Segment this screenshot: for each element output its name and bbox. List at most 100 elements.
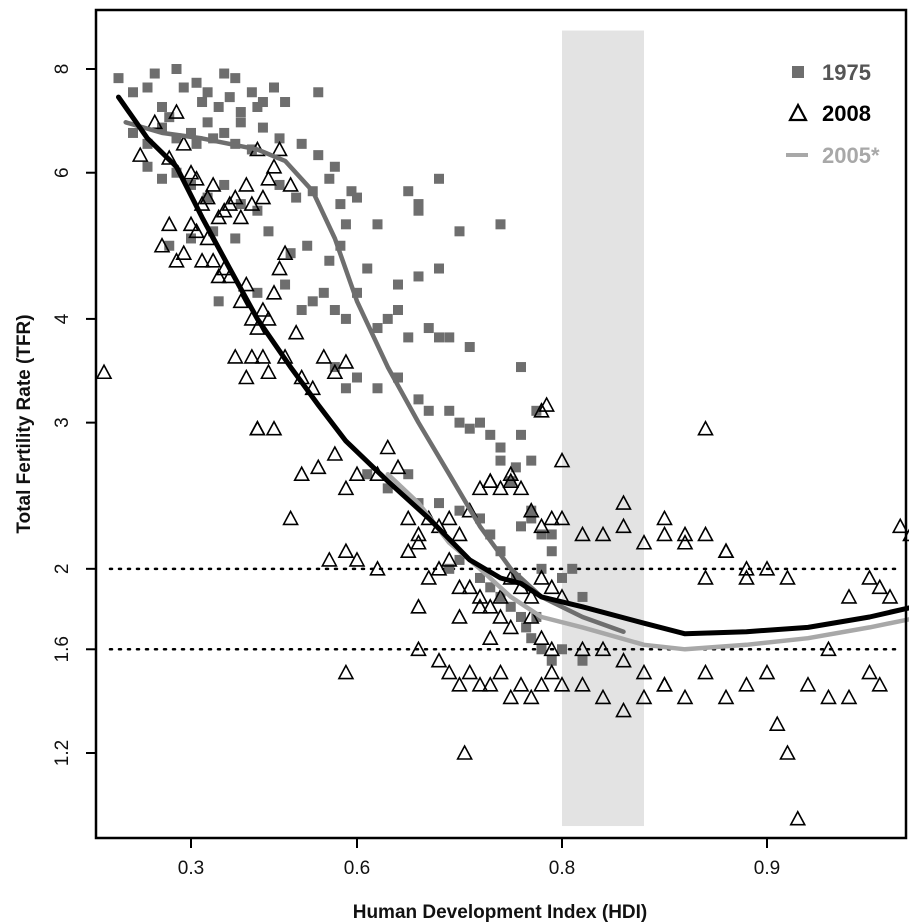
point-1975 xyxy=(252,101,263,112)
point-1975 xyxy=(526,505,537,516)
point-2008 xyxy=(512,479,530,496)
x-tick-label: 0.8 xyxy=(549,858,575,879)
point-1975 xyxy=(454,505,465,516)
point-1975 xyxy=(178,82,189,93)
point-1975 xyxy=(413,199,424,210)
point-2008 xyxy=(420,569,438,585)
point-2008 xyxy=(635,688,653,705)
point-2008 xyxy=(153,237,171,253)
point-2008 xyxy=(254,301,272,317)
y-tick-label: 4 xyxy=(52,313,73,324)
point-2008 xyxy=(410,525,427,542)
point-1975 xyxy=(230,233,241,244)
point-2008 xyxy=(320,551,338,567)
point-2008 xyxy=(410,598,427,614)
point-1975 xyxy=(454,226,465,237)
point-1975 xyxy=(230,73,241,84)
point-2008 xyxy=(309,458,327,475)
point-2008 xyxy=(379,438,397,455)
point-1975 xyxy=(567,563,578,574)
point-2008 xyxy=(337,353,355,369)
point-1975 xyxy=(202,117,213,128)
point-1975 xyxy=(423,405,434,416)
point-2008 xyxy=(522,501,540,518)
point-2008 xyxy=(533,629,550,645)
point-2008 xyxy=(779,569,796,585)
point-1975 xyxy=(235,117,246,128)
point-1975 xyxy=(252,287,263,298)
point-1975 xyxy=(382,483,393,494)
point-1975 xyxy=(142,138,153,149)
point-1975 xyxy=(510,572,521,583)
point-2008 xyxy=(410,534,427,550)
point-2008 xyxy=(430,560,448,576)
point-1975 xyxy=(197,97,208,108)
point-2008 xyxy=(758,560,776,576)
point-1975 xyxy=(157,173,167,184)
y-tick-label: 6 xyxy=(52,167,73,178)
point-2008 xyxy=(543,663,561,680)
plot-frame xyxy=(94,8,908,840)
point-2008 xyxy=(471,598,489,614)
point-2008 xyxy=(168,252,185,268)
point-1975 xyxy=(302,240,313,251)
point-1975 xyxy=(352,287,362,298)
point-2008 xyxy=(656,676,673,692)
point-1975 xyxy=(372,219,383,230)
y-tick-label: 1.6 xyxy=(52,636,73,662)
point-1975 xyxy=(274,179,285,190)
point-1975 xyxy=(340,219,351,230)
point-1975 xyxy=(557,644,567,655)
point-1975 xyxy=(340,383,351,394)
point-1975 xyxy=(546,655,557,666)
point-1975 xyxy=(128,127,138,138)
point-1975 xyxy=(495,455,506,466)
point-2008 xyxy=(779,744,796,760)
point-1975 xyxy=(296,305,307,316)
point-1975 xyxy=(346,186,357,197)
point-1975 xyxy=(219,179,230,190)
point-2008 xyxy=(265,158,283,174)
point-2008 xyxy=(615,701,632,718)
point-1975 xyxy=(329,305,340,316)
point-1975 xyxy=(280,97,291,108)
point-1975 xyxy=(434,173,444,184)
point-2008 xyxy=(210,267,228,284)
point-2008 xyxy=(249,420,266,436)
point-2008 xyxy=(481,598,499,614)
point-1975 xyxy=(164,240,175,251)
point-2008 xyxy=(399,509,417,526)
point-1975 xyxy=(219,127,230,138)
point-2008 xyxy=(820,640,837,657)
point-1975 xyxy=(495,591,506,602)
shaded-band-rect xyxy=(562,30,644,827)
point-2008 xyxy=(430,652,448,668)
point-2008 xyxy=(440,663,458,680)
legend-label: 1975 xyxy=(822,60,871,85)
point-1975 xyxy=(171,64,182,74)
point-2008 xyxy=(471,588,489,604)
point-2008 xyxy=(553,676,571,692)
point-2008 xyxy=(160,215,178,232)
point-2008 xyxy=(594,525,612,542)
point-2008 xyxy=(840,688,858,705)
point-2008 xyxy=(249,420,266,436)
point-2008 xyxy=(717,542,735,559)
point-1975 xyxy=(340,313,351,324)
point-2008 xyxy=(543,509,561,526)
point-1975 xyxy=(257,122,268,133)
point-1975 xyxy=(485,529,496,540)
point-1975 xyxy=(531,611,542,622)
point-1975 xyxy=(213,101,224,112)
point-1975 xyxy=(393,372,403,383)
point-2008 xyxy=(282,176,299,192)
point-2008 xyxy=(697,525,714,542)
point-2008 xyxy=(656,676,673,692)
point-2008 xyxy=(451,525,468,542)
point-2008 xyxy=(538,396,555,412)
point-1975 xyxy=(285,248,296,259)
point-2008 xyxy=(861,569,878,585)
x-tick-label: 0.9 xyxy=(754,858,780,879)
point-1975 xyxy=(434,332,444,343)
point-1975 xyxy=(213,296,224,307)
